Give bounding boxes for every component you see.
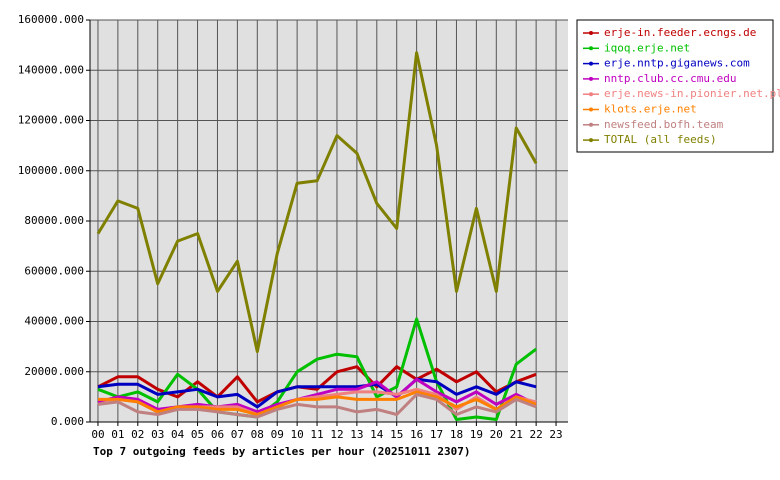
y-tick-label: 0.000 [51,415,84,428]
x-tick-label: 07 [231,428,244,441]
x-tick-label: 16 [410,428,423,441]
legend-marker [589,31,593,35]
x-tick-label: 23 [549,428,562,441]
x-tick-label: 15 [390,428,403,441]
x-tick-label: 18 [450,428,463,441]
legend-label: nntp.club.cc.cmu.edu [604,72,736,85]
y-tick-label: 40000.000 [24,315,84,328]
legend-label: iqoq.erje.net [604,41,690,54]
x-tick-label: 12 [330,428,343,441]
legend-label: erje.news-in.pionier.net.pl [604,87,780,100]
chart-title: Top 7 outgoing feeds by articles per hou… [93,445,471,458]
x-tick-label: 11 [310,428,323,441]
legend-label: erje-in.feeder.ecngs.de [604,26,756,39]
y-tick-label: 60000.000 [24,264,84,277]
legend-box [576,19,774,153]
series-line [96,51,538,354]
y-tick-label: 120000.000 [18,114,84,127]
series-line [97,365,537,404]
series-line [98,390,537,416]
legend-marker [589,92,593,97]
legend-marker [589,107,593,112]
x-tick-label: 19 [470,428,483,441]
series-line [97,317,538,421]
legend-marker [589,61,593,66]
x-tick-label: 22 [530,428,543,441]
x-tick-label: 21 [510,428,523,441]
y-tick-label: 140000.000 [18,63,84,76]
x-tick-label: 20 [490,428,503,441]
x-tick-label: 09 [271,428,284,441]
x-tick-label: 01 [111,428,124,441]
y-tick-label: 20000.000 [24,365,84,378]
legend-label: erje.nntp.giganews.com [604,57,750,70]
legend-marker [589,138,593,143]
x-tick-label: 02 [131,428,144,441]
legend-marker [589,46,593,51]
series-line [97,392,537,419]
legend-marker [589,76,593,81]
legend-label: newsfeed.bofh.team [604,118,724,131]
legend-marker [589,122,593,127]
x-tick-label: 10 [291,428,304,441]
legend-label: TOTAL (all feeds) [604,133,717,146]
y-tick-label: 100000.000 [18,164,84,177]
x-tick-label: 17 [430,428,443,441]
x-tick-label: 04 [171,428,185,441]
y-tick-label: 80000.000 [24,214,84,227]
x-tick-label: 05 [191,428,204,441]
legend-label: klots.erje.net [604,103,697,116]
x-tick-label: 00 [91,428,104,441]
x-tick-label: 13 [350,428,363,441]
y-tick-label: 160000.000 [18,13,84,26]
x-tick-label: 08 [251,428,264,441]
x-tick-label: 14 [370,428,384,441]
x-tick-label: 06 [211,428,224,441]
x-tick-label: 03 [151,428,164,441]
series-line [97,377,537,409]
